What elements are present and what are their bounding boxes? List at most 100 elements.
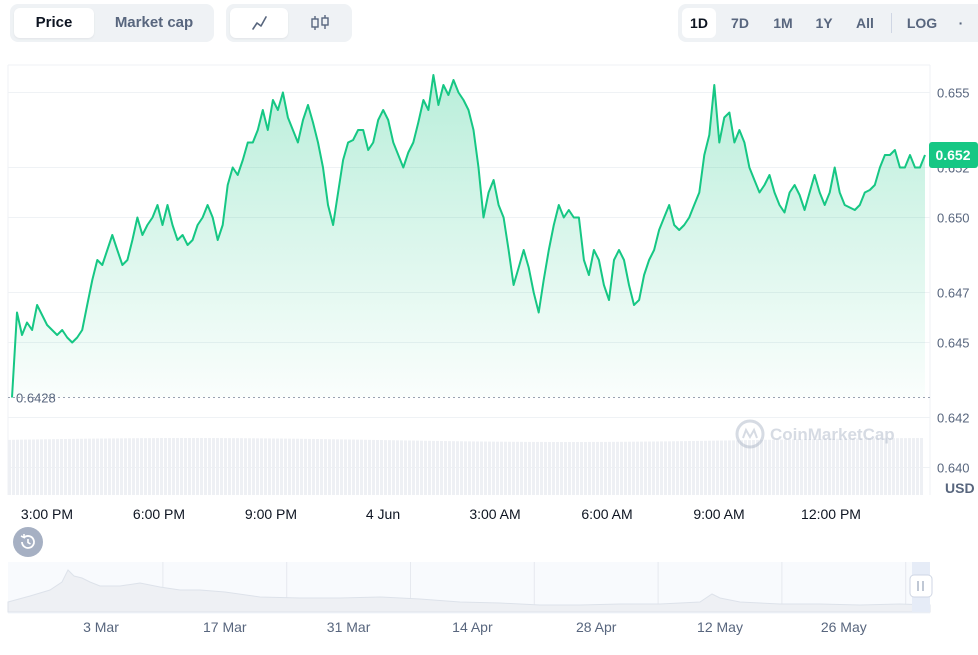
volume-bar	[808, 439, 811, 495]
volume-bar	[588, 441, 591, 495]
volume-bar	[440, 441, 443, 495]
navigator-area	[7, 569, 931, 613]
volume-bar	[368, 439, 371, 495]
volume-bar	[604, 441, 607, 495]
volume-bar	[836, 438, 839, 495]
more-menu-button[interactable]: ·	[958, 15, 964, 31]
volume-bar	[416, 440, 419, 495]
volume-bar	[136, 438, 139, 495]
volume-bar	[140, 438, 143, 495]
volume-bar	[680, 441, 683, 495]
volume-bar	[816, 439, 819, 495]
volume-bar	[768, 439, 771, 495]
line-chart-icon	[252, 16, 267, 30]
x-tick-label: 4 Jun	[366, 506, 400, 522]
candlestick-icon	[311, 15, 329, 30]
volume-bar	[336, 439, 339, 495]
navigator-chart[interactable]: 3 Mar 17 Mar 31 Mar 14 Apr 28 Apr 12 May 26 Ma…	[0, 560, 978, 655]
volume-bar	[384, 440, 387, 495]
range-all[interactable]: All	[856, 15, 874, 31]
volume-bar	[52, 439, 55, 495]
volume-bar	[592, 441, 595, 495]
volume-bar	[128, 438, 131, 495]
x-tick-label: 6:00 AM	[581, 506, 632, 522]
volume-bar	[80, 438, 83, 495]
volume-bar	[40, 439, 43, 495]
volume-bar	[296, 438, 299, 495]
range-1d[interactable]: 1D	[682, 8, 716, 38]
volume-bar	[264, 438, 267, 495]
volume-bar	[68, 438, 71, 495]
volume-bar	[888, 438, 891, 495]
volume-bar	[784, 439, 787, 495]
volume-bar	[472, 441, 475, 495]
volume-bar	[244, 438, 247, 495]
volume-bar	[492, 441, 495, 495]
volume-bar	[744, 440, 747, 495]
range-log[interactable]: LOG	[906, 15, 938, 31]
navigator-tick-label: 3 Mar	[83, 619, 119, 635]
volume-bar	[100, 438, 103, 495]
volume-bar	[436, 440, 439, 495]
y-tick-label: 0.647	[937, 286, 970, 301]
volume-bar	[236, 438, 239, 495]
range-1m[interactable]: 1M	[773, 15, 793, 31]
volume-bar	[460, 441, 463, 495]
candlestick-button[interactable]	[292, 8, 348, 38]
volume-bar	[660, 441, 663, 495]
volume-bar	[240, 438, 243, 495]
volume-bar	[480, 441, 483, 495]
volume-bar	[732, 440, 735, 495]
navigator-x-axis: 3 Mar 17 Mar 31 Mar 14 Apr 28 Apr 12 May 26 Ma…	[83, 619, 867, 635]
currency-label: USD	[945, 480, 975, 496]
volume-bar	[860, 438, 863, 495]
volume-bar	[212, 438, 215, 495]
volume-bar	[292, 438, 295, 495]
history-button[interactable]	[13, 527, 43, 557]
volume-bar	[60, 439, 63, 495]
volume-bar	[616, 441, 619, 495]
volume-bar	[696, 440, 699, 495]
x-tick-label: 6:00 PM	[133, 506, 185, 522]
price-chart[interactable]: 0.6428 0.655 0.652 0.650 0.647 0.645 0.642 0.6…	[0, 50, 978, 550]
volume-bar	[96, 438, 99, 495]
volume-bar	[428, 440, 431, 495]
volume-bar	[856, 438, 859, 495]
navigator-handle[interactable]	[909, 574, 933, 598]
volume-bar	[872, 438, 875, 495]
volume-bar	[508, 441, 511, 495]
volume-bar	[736, 440, 739, 495]
navigator-tick-label: 28 Apr	[576, 619, 617, 635]
volume-bar	[852, 438, 855, 495]
volume-bar	[132, 438, 135, 495]
volume-bar	[424, 440, 427, 495]
volume-bar	[524, 441, 527, 495]
volume-bar	[532, 441, 535, 495]
volume-bar	[360, 439, 363, 495]
volume-bar	[576, 441, 579, 495]
volume-bar	[284, 438, 287, 495]
volume-bar	[288, 438, 291, 495]
volume-bar	[688, 441, 691, 495]
range-selector: 1D 7D 1M 1Y All LOG ·	[678, 4, 978, 42]
volume-bar	[764, 439, 767, 495]
volume-bar	[820, 438, 823, 495]
volume-bar	[608, 441, 611, 495]
open-price-label: 0.6428	[16, 391, 56, 406]
tab-price[interactable]: Price	[14, 8, 94, 38]
volume-bar	[332, 439, 335, 495]
volume-bar	[468, 441, 471, 495]
range-1y[interactable]: 1Y	[815, 15, 833, 31]
volume-bar	[188, 438, 191, 495]
range-7d[interactable]: 7D	[731, 15, 749, 31]
volume-bar	[624, 441, 627, 495]
tab-market-cap[interactable]: Market cap	[114, 14, 194, 31]
volume-bar	[12, 439, 15, 495]
volume-bar	[16, 439, 19, 495]
volume-bar	[564, 441, 567, 495]
volume-bar	[572, 441, 575, 495]
volume-bar	[300, 438, 303, 495]
y-tick-label: 0.642	[937, 411, 970, 426]
volume-bar	[268, 438, 271, 495]
line-chart-button[interactable]	[230, 8, 288, 38]
